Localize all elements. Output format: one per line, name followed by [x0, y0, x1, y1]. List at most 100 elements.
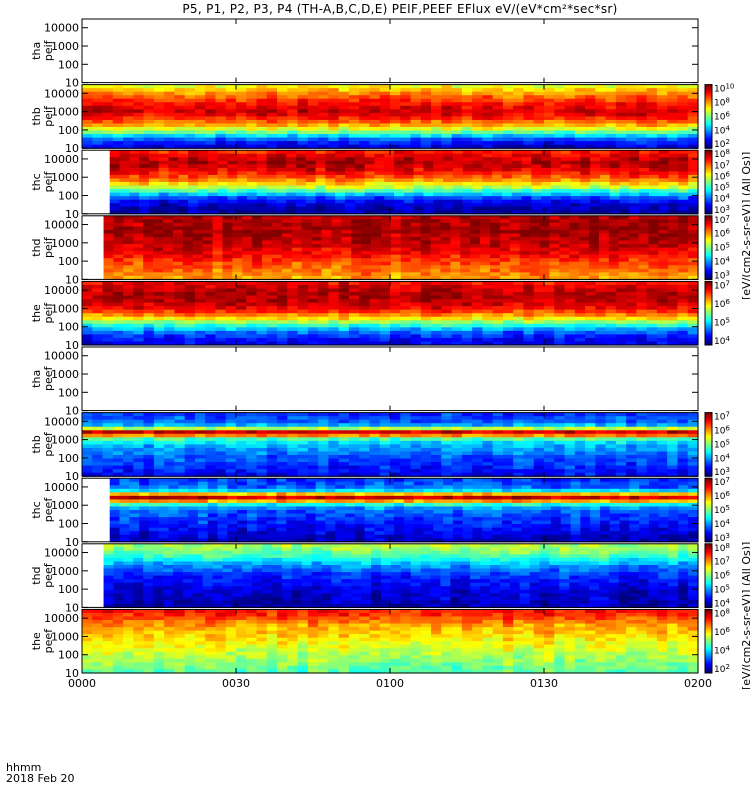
heatmap-cell: [482, 199, 493, 204]
heatmap-cell: [148, 203, 160, 208]
heatmap-cell: [585, 302, 596, 307]
heatmap-cell: [256, 91, 268, 96]
colorbar-segment: [705, 253, 712, 257]
heatmap-cell: [513, 302, 525, 307]
heatmap-cell: [354, 178, 366, 183]
heatmap-cell: [574, 127, 586, 132]
heatmap-cell: [242, 244, 253, 249]
heatmap-cell: [636, 292, 648, 297]
heatmap-cell: [328, 316, 340, 321]
heatmap-cell: [359, 341, 371, 346]
heatmap-cell: [489, 233, 501, 238]
heatmap-cell: [148, 174, 160, 180]
heatmap-cell: [112, 102, 124, 107]
heatmap-cell: [554, 105, 566, 110]
heatmap-cell: [307, 137, 319, 142]
heatmap-cell: [205, 465, 217, 470]
heatmap-cell: [256, 178, 268, 183]
heatmap-cell: [215, 98, 227, 103]
heatmap-cell: [502, 95, 514, 100]
heatmap-cell: [451, 91, 463, 96]
colorbar-tick-label: 104: [714, 335, 730, 347]
heatmap-cell: [225, 91, 237, 96]
heatmap-cell: [215, 440, 227, 445]
heatmap-cell: [513, 127, 525, 132]
heatmap-cell: [184, 302, 196, 307]
heatmap-cell: [182, 240, 194, 245]
heatmap-cell: [564, 109, 576, 114]
heatmap-cell: [153, 237, 164, 242]
heatmap-cell: [410, 244, 422, 249]
heatmap-cell: [277, 309, 288, 314]
heatmap-cell: [188, 192, 199, 197]
heatmap-cell: [423, 189, 434, 194]
heatmap-cell: [492, 95, 504, 100]
heatmap-cell: [636, 127, 648, 132]
heatmap-cell: [688, 265, 699, 270]
heatmap-cell: [390, 316, 401, 321]
heatmap-cell: [119, 157, 130, 162]
heatmap-cell: [523, 141, 535, 146]
heatmap-cell: [423, 167, 434, 172]
heatmap-cell: [92, 112, 104, 117]
heatmap-cell: [266, 109, 278, 114]
heatmap-cell: [403, 199, 415, 204]
heatmap-cell: [109, 178, 121, 183]
heatmap-cell: [246, 164, 258, 169]
heatmap-cell: [589, 272, 600, 277]
heatmap-cell: [102, 423, 114, 428]
heatmap-cell: [182, 265, 194, 270]
heatmap-cell: [82, 447, 93, 453]
heatmap-cell: [492, 323, 504, 328]
heatmap-cell: [242, 272, 253, 277]
heatmap-cell: [574, 337, 586, 343]
heatmap-cell: [492, 327, 504, 332]
heatmap-cell: [153, 109, 165, 114]
heatmap-cell: [153, 240, 164, 245]
heatmap-cell: [197, 150, 209, 155]
heatmap-cell: [266, 210, 277, 215]
heatmap-cell: [246, 465, 258, 470]
heatmap-cell: [394, 206, 405, 211]
heatmap-cell: [296, 182, 307, 187]
heatmap-cell: [541, 199, 552, 204]
heatmap-cell: [559, 229, 570, 235]
heatmap-cell: [153, 323, 165, 328]
heatmap-cell: [639, 178, 650, 183]
heatmap-cell: [246, 444, 258, 449]
heatmap-cell: [158, 185, 170, 190]
heatmap-cell: [256, 469, 268, 474]
heatmap-cell: [451, 302, 463, 307]
heatmap-cell: [400, 268, 412, 273]
heatmap-cell: [400, 237, 412, 242]
heatmap-cell: [618, 268, 630, 273]
heatmap-cell: [450, 222, 461, 227]
heatmap-cell: [123, 330, 134, 335]
heatmap-cell: [431, 292, 442, 297]
heatmap-cell: [277, 316, 288, 321]
heatmap-cell: [579, 222, 590, 227]
heatmap-cell: [158, 167, 170, 172]
heatmap-cell: [164, 288, 175, 293]
heatmap-cell: [82, 313, 93, 318]
heatmap-cell: [544, 337, 555, 343]
heatmap-cell: [461, 123, 473, 128]
heatmap-cell: [598, 226, 610, 231]
heatmap-cell: [202, 272, 214, 277]
heatmap-cell: [668, 206, 679, 211]
heatmap-cell: [668, 240, 679, 245]
heatmap-cell: [236, 116, 247, 121]
heatmap-cell: [232, 233, 243, 238]
heatmap-cell: [639, 164, 650, 169]
heatmap-cell: [139, 157, 150, 162]
heatmap-cell: [184, 444, 196, 449]
heatmap-cell: [188, 182, 199, 187]
heatmap-cell: [379, 88, 391, 93]
heatmap-cell: [560, 164, 572, 169]
heatmap-cell: [502, 341, 514, 346]
heatmap-cell: [678, 233, 689, 238]
heatmap-cell: [256, 320, 268, 325]
heatmap-cell: [523, 306, 535, 311]
heatmap-cell: [523, 313, 535, 318]
